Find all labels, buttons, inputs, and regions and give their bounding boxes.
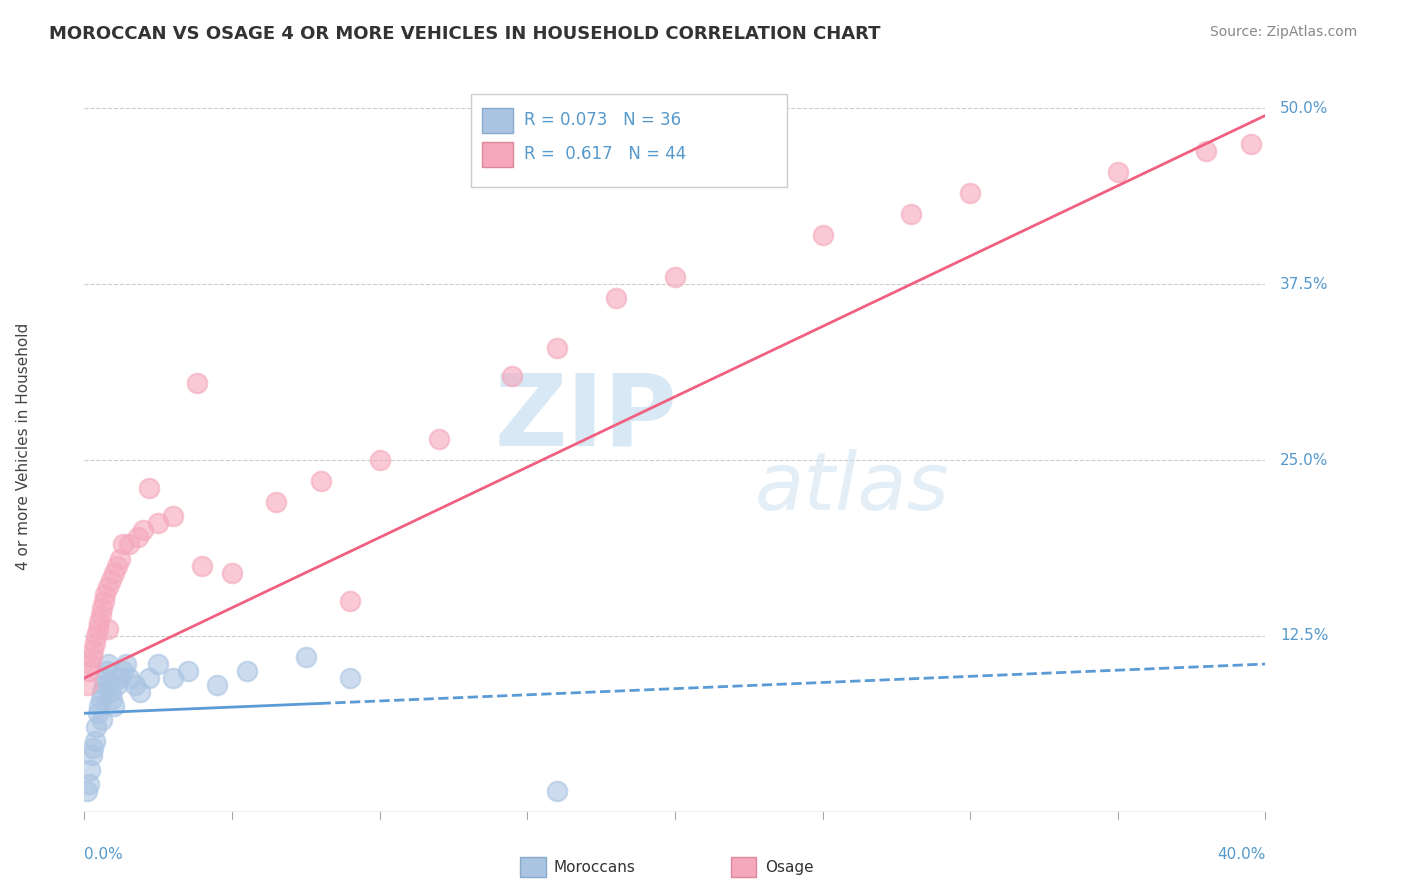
Point [79, 657, 101, 671]
Point [94, 671, 117, 685]
Text: 4 or more Vehicles in Household: 4 or more Vehicles in Household [17, 322, 31, 570]
Point [97, 580, 120, 594]
Point [86, 706, 108, 721]
Text: R = 0.073   N = 36: R = 0.073 N = 36 [524, 112, 682, 129]
Point [98, 678, 121, 692]
Text: 0.0%: 0.0% [84, 847, 124, 862]
Text: ZIP: ZIP [495, 369, 678, 467]
Point [90, 692, 112, 706]
Point [221, 566, 243, 580]
Point [93, 678, 115, 692]
Point [138, 481, 160, 495]
Point [105, 558, 128, 573]
Text: Osage: Osage [765, 860, 814, 874]
Point [124, 678, 146, 692]
Point [811, 227, 834, 242]
Point [427, 432, 450, 446]
Text: 25.0%: 25.0% [1281, 452, 1329, 467]
Point [100, 573, 122, 587]
Point [86, 622, 108, 636]
Point [87, 699, 111, 714]
Point [97, 622, 120, 636]
Point [148, 516, 170, 531]
Point [108, 671, 131, 685]
Point [236, 664, 259, 678]
Point [546, 341, 568, 355]
Point [1240, 136, 1263, 151]
Point [77, 776, 100, 790]
Point [91, 714, 114, 728]
Point [114, 657, 136, 671]
Point [79, 763, 101, 777]
Point [101, 692, 124, 706]
Text: Moroccans: Moroccans [554, 860, 636, 874]
Point [82, 741, 104, 756]
Point [207, 678, 229, 692]
Point [91, 685, 114, 699]
Point [186, 376, 208, 390]
Point [103, 699, 125, 714]
Point [118, 537, 141, 551]
Point [132, 524, 155, 538]
Point [83, 636, 105, 650]
Text: 50.0%: 50.0% [1281, 101, 1329, 116]
Point [191, 558, 214, 573]
Point [664, 270, 686, 285]
Point [82, 643, 104, 657]
Point [96, 664, 118, 678]
Point [84, 720, 107, 734]
Point [148, 657, 170, 671]
Point [80, 748, 103, 763]
Point [93, 593, 115, 607]
Point [103, 566, 125, 580]
Point [100, 685, 122, 699]
Point [546, 783, 568, 797]
Point [77, 664, 100, 678]
Point [76, 783, 98, 797]
Point [339, 671, 361, 685]
Point [959, 186, 981, 200]
Point [368, 453, 391, 467]
Text: 37.5%: 37.5% [1281, 277, 1329, 292]
Point [94, 587, 117, 601]
Point [90, 607, 112, 622]
Point [605, 291, 627, 305]
Point [91, 600, 114, 615]
Point [295, 650, 318, 665]
Point [1195, 144, 1218, 158]
Text: 12.5%: 12.5% [1281, 628, 1329, 643]
Point [177, 664, 200, 678]
Point [502, 368, 524, 383]
Text: atlas: atlas [755, 450, 949, 527]
Text: Source: ZipAtlas.com: Source: ZipAtlas.com [1209, 25, 1357, 39]
Point [900, 207, 922, 221]
Point [129, 685, 152, 699]
Point [111, 537, 134, 551]
Point [1107, 164, 1129, 178]
Point [97, 657, 120, 671]
Text: R =  0.617   N = 44: R = 0.617 N = 44 [524, 145, 686, 163]
Point [266, 495, 288, 509]
Point [87, 615, 111, 629]
Point [80, 650, 103, 665]
Point [127, 530, 149, 544]
Point [83, 734, 105, 748]
Point [339, 593, 361, 607]
Point [108, 551, 131, 566]
Point [84, 629, 107, 643]
Point [162, 671, 184, 685]
Point [138, 671, 160, 685]
Point [118, 671, 141, 685]
Point [111, 664, 134, 678]
Text: MOROCCAN VS OSAGE 4 OR MORE VEHICLES IN HOUSEHOLD CORRELATION CHART: MOROCCAN VS OSAGE 4 OR MORE VEHICLES IN … [49, 25, 880, 43]
Text: 40.0%: 40.0% [1218, 847, 1265, 862]
Point [309, 474, 332, 488]
Point [162, 509, 184, 524]
Point [105, 678, 128, 692]
Point [76, 678, 98, 692]
